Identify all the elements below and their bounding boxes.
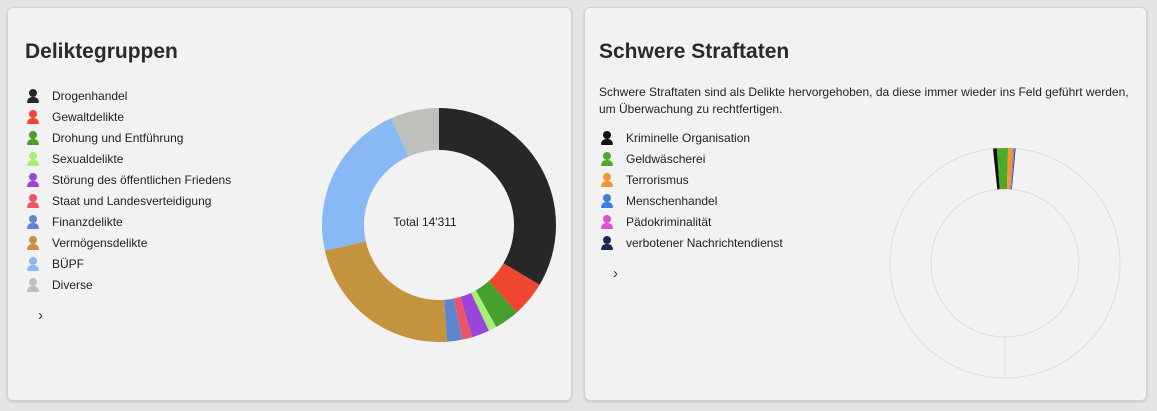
person-icon bbox=[25, 109, 41, 125]
legend-label: Kriminelle Organisation bbox=[626, 130, 751, 145]
donut-slice[interactable] bbox=[460, 292, 489, 338]
legend-label: Staat und Landesverteidigung bbox=[52, 193, 212, 208]
donut-slice[interactable] bbox=[475, 281, 517, 328]
person-icon bbox=[25, 130, 41, 146]
person-icon bbox=[25, 256, 41, 272]
legend-label: Menschenhandel bbox=[626, 193, 718, 208]
person-icon bbox=[599, 235, 615, 251]
person-icon bbox=[25, 172, 41, 188]
legend-item[interactable]: Terrorismus bbox=[599, 169, 783, 190]
donut-slice[interactable] bbox=[453, 296, 473, 340]
person-icon bbox=[599, 214, 615, 230]
legend-label: Störung des öffentlichen Friedens bbox=[52, 172, 232, 187]
person-icon bbox=[25, 88, 41, 104]
legend-item[interactable]: Störung des öffentlichen Friedens bbox=[25, 169, 231, 190]
legend: Kriminelle Organisation Geldwäscherei Terr… bbox=[599, 127, 783, 253]
radial-slice[interactable] bbox=[1010, 148, 1015, 190]
legend-item[interactable]: Drogenhandel bbox=[25, 85, 231, 106]
legend-item[interactable]: Staat und Landesverteidigung bbox=[25, 190, 231, 211]
legend-label: Finanzdelikte bbox=[52, 214, 123, 229]
donut-slice[interactable] bbox=[488, 263, 540, 313]
person-icon bbox=[25, 235, 41, 251]
legend-item[interactable]: Kriminelle Organisation bbox=[599, 127, 783, 148]
person-icon bbox=[25, 214, 41, 230]
legend-item[interactable]: BÜPF bbox=[25, 253, 231, 274]
donut-slice[interactable] bbox=[444, 298, 463, 342]
legend-item[interactable]: Diverse bbox=[25, 274, 231, 295]
radial-slice[interactable] bbox=[1010, 148, 1015, 190]
legend-item[interactable]: Finanzdelikte bbox=[25, 211, 231, 232]
person-icon bbox=[25, 193, 41, 209]
inner-ring bbox=[930, 188, 1080, 338]
donut-slice[interactable] bbox=[471, 290, 497, 331]
radial-slice[interactable] bbox=[992, 148, 1000, 190]
legend-label: Vermögensdelikte bbox=[52, 235, 148, 250]
deliktegruppen-card: Deliktegruppen Drogenhandel Gewaltdelikte… bbox=[7, 7, 572, 401]
donut-slice[interactable] bbox=[391, 108, 439, 157]
donut-slice[interactable] bbox=[439, 108, 556, 285]
legend-label: Drohung und Entführung bbox=[52, 130, 184, 145]
person-icon bbox=[25, 277, 41, 293]
legend-label: Drogenhandel bbox=[52, 88, 128, 103]
legend: Drogenhandel Gewaltdelikte Drohung und Ent… bbox=[25, 85, 231, 295]
legend-item[interactable]: Sexualdelikte bbox=[25, 148, 231, 169]
person-icon bbox=[599, 172, 615, 188]
person-icon bbox=[599, 130, 615, 146]
card-description: Schwere Straftaten sind als Delikte herv… bbox=[599, 85, 1129, 116]
donut-center-label: Total 14'311 bbox=[393, 215, 457, 229]
person-icon bbox=[599, 151, 615, 167]
donut-slice[interactable] bbox=[324, 241, 447, 342]
legend-item[interactable]: Drohung und Entführung bbox=[25, 127, 231, 148]
person-icon bbox=[599, 193, 615, 209]
radial-slice[interactable] bbox=[996, 148, 1009, 190]
legend-label: Sexualdelikte bbox=[52, 151, 124, 166]
legend-label: Pädokriminalität bbox=[626, 214, 712, 229]
person-icon bbox=[25, 151, 41, 167]
radial-slice[interactable] bbox=[1011, 148, 1016, 190]
legend-item[interactable]: Pädokriminalität bbox=[599, 211, 783, 232]
legend-label: Terrorismus bbox=[626, 172, 689, 187]
schwere-straftaten-card: Schwere Straftaten Schwere Straftaten si… bbox=[584, 7, 1147, 401]
legend-label: Diverse bbox=[52, 277, 93, 292]
legend-label: verbotener Nachrichtendienst bbox=[626, 235, 783, 250]
donut-slice[interactable] bbox=[322, 118, 409, 251]
donut-chart: Total 14'311 bbox=[322, 108, 556, 342]
radial-slice[interactable] bbox=[1006, 148, 1014, 190]
legend-item[interactable]: Geldwäscherei bbox=[599, 148, 783, 169]
chevron-right-icon[interactable]: › bbox=[613, 265, 618, 282]
legend-label: Geldwäscherei bbox=[626, 151, 706, 166]
legend-item[interactable]: Gewaltdelikte bbox=[25, 106, 231, 127]
legend-item[interactable]: Vermögensdelikte bbox=[25, 232, 231, 253]
card-title: Schwere Straftaten bbox=[599, 40, 790, 63]
card-title: Deliktegruppen bbox=[25, 40, 178, 63]
radial-chart bbox=[889, 147, 1121, 379]
legend-item[interactable]: verbotener Nachrichtendienst bbox=[599, 232, 783, 253]
legend-label: BÜPF bbox=[52, 256, 85, 271]
legend-item[interactable]: Menschenhandel bbox=[599, 190, 783, 211]
legend-label: Gewaltdelikte bbox=[52, 109, 125, 124]
chevron-right-icon[interactable]: › bbox=[38, 307, 43, 324]
